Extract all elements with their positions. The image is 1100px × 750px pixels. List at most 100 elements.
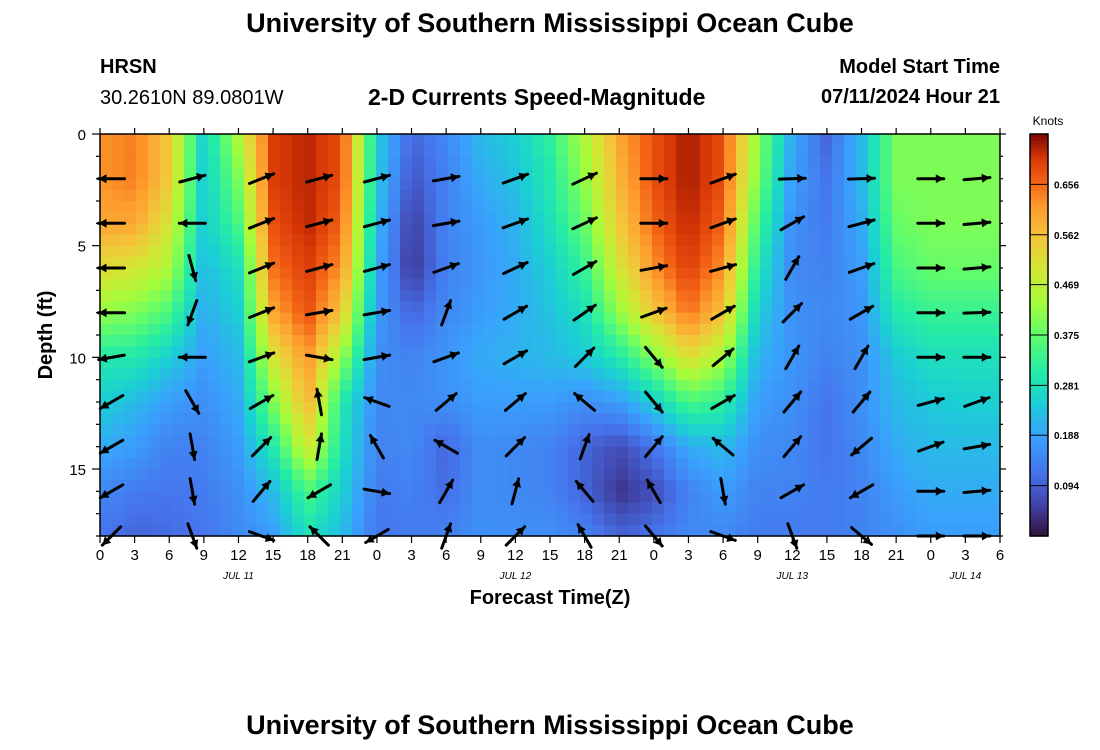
vector-arrow xyxy=(572,303,597,322)
heat-cell xyxy=(148,223,161,236)
heat-cell xyxy=(436,279,449,291)
heat-cell xyxy=(652,223,665,236)
heat-cell xyxy=(520,223,533,236)
heat-cell xyxy=(304,312,317,325)
heat-cell xyxy=(244,491,257,504)
heat-cell xyxy=(256,323,269,336)
heat-cell xyxy=(172,268,185,280)
heat-cell xyxy=(460,368,473,381)
heat-cell xyxy=(268,413,281,425)
heat-cell xyxy=(556,335,569,347)
heat-cell xyxy=(820,279,833,291)
heat-cell xyxy=(268,424,281,437)
heat-cell xyxy=(340,457,353,470)
heat-cell xyxy=(820,524,833,537)
heat-cell xyxy=(352,402,365,414)
heat-cell xyxy=(160,346,173,358)
heat-cell xyxy=(892,413,905,425)
x-axis: 0 3 6 9 12 15 18 21 0 3 6 9 12 15 18 21 0 3 6 9 12 15 18 21 0 3 6J… xyxy=(96,128,1004,582)
heat-cell xyxy=(604,446,617,459)
heat-cell xyxy=(748,491,761,504)
heat-cell xyxy=(748,301,761,314)
heat-cell xyxy=(196,424,209,437)
vector-head xyxy=(653,436,663,446)
heat-cell xyxy=(916,513,929,526)
heat-cell xyxy=(472,424,485,437)
heat-cell xyxy=(808,469,821,481)
heat-cell xyxy=(496,178,509,191)
heat-cell xyxy=(928,357,941,370)
vector-arrow xyxy=(784,344,801,371)
colorbar-segment xyxy=(1030,224,1048,229)
heat-cell xyxy=(664,223,677,236)
heat-cell xyxy=(712,335,725,347)
heat-cell xyxy=(172,368,185,381)
heat-cell xyxy=(352,156,365,169)
heat-cell xyxy=(544,469,557,481)
heat-cell xyxy=(832,156,845,169)
colorbar-segment xyxy=(1030,472,1048,477)
heat-cell xyxy=(412,301,425,314)
heat-cell xyxy=(724,279,737,291)
vector-head xyxy=(587,172,597,181)
vector-head xyxy=(935,263,944,273)
colorbar-segment xyxy=(1030,227,1048,232)
heat-cell xyxy=(424,524,437,537)
heat-cell xyxy=(424,189,437,202)
vector-head xyxy=(381,487,390,497)
heat-cell xyxy=(592,402,605,414)
heat-cell xyxy=(856,502,869,515)
heat-cell xyxy=(856,402,869,414)
heat-cell xyxy=(676,156,689,169)
heat-cell xyxy=(628,390,641,403)
heat-cell xyxy=(244,379,257,392)
heat-cell xyxy=(712,368,725,381)
heat-cell xyxy=(772,346,785,358)
heat-cell xyxy=(388,256,401,269)
heat-cell xyxy=(376,223,389,236)
vector-arrow xyxy=(248,172,276,185)
heat-cell xyxy=(184,201,197,213)
heat-cell xyxy=(652,234,665,247)
heat-cell xyxy=(388,189,401,202)
heat-cell xyxy=(772,435,785,448)
heat-cell xyxy=(352,435,365,448)
heat-cell xyxy=(736,357,749,370)
heat-cell xyxy=(496,156,509,169)
heat-cell xyxy=(256,402,269,414)
heat-cell xyxy=(940,290,953,303)
heat-cell xyxy=(496,212,509,224)
heat-cell xyxy=(160,290,173,303)
heat-cell xyxy=(592,323,605,336)
heat-cell xyxy=(664,312,677,325)
heat-cell xyxy=(568,513,581,526)
heat-cell xyxy=(196,335,209,347)
heat-cell xyxy=(544,156,557,169)
heat-cell xyxy=(148,346,161,358)
heat-cell xyxy=(340,491,353,504)
heat-cell xyxy=(808,212,821,224)
heat-cell xyxy=(424,413,437,425)
heat-cell xyxy=(100,234,113,247)
heat-cell xyxy=(556,178,569,191)
heat-cell xyxy=(664,469,677,481)
vector-head xyxy=(447,393,457,403)
heat-cell xyxy=(772,156,785,169)
heat-cell xyxy=(508,335,521,347)
heat-cell xyxy=(244,279,257,291)
heat-cell xyxy=(904,368,917,381)
heat-cell xyxy=(172,256,185,269)
heat-cell xyxy=(268,335,281,347)
heat-cell xyxy=(424,212,437,224)
heat-cell xyxy=(856,268,869,280)
heat-cell xyxy=(496,446,509,459)
heat-cell xyxy=(976,189,989,202)
vector-arrow xyxy=(315,432,325,461)
heat-cell xyxy=(844,379,857,392)
heat-cell xyxy=(136,323,149,336)
heat-cell xyxy=(772,480,785,492)
colorbar-segment xyxy=(1030,388,1048,393)
heat-cell xyxy=(964,379,977,392)
heat-cell xyxy=(964,480,977,492)
heat-cell xyxy=(892,201,905,213)
